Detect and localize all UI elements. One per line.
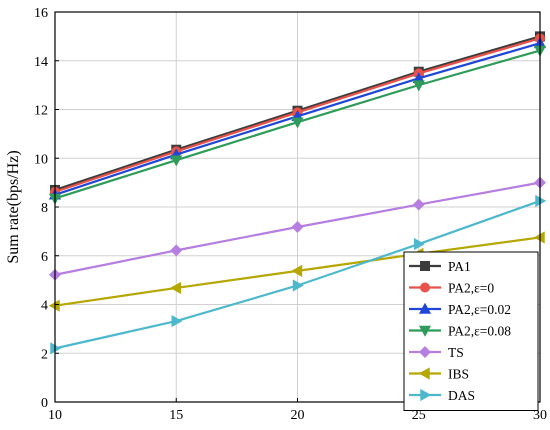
y-tick-label: 14 xyxy=(34,55,48,70)
data-point xyxy=(170,244,183,257)
y-tick-label: 6 xyxy=(41,250,48,265)
legend-marker xyxy=(419,346,431,358)
y-tick-label: 4 xyxy=(41,299,48,314)
legend-label: PA1 xyxy=(448,259,471,274)
x-tick-label: 10 xyxy=(48,408,62,423)
data-point xyxy=(291,264,303,277)
y-tick-label: 8 xyxy=(41,201,48,216)
data-point xyxy=(171,314,183,328)
data-point xyxy=(412,80,425,92)
legend-marker xyxy=(419,282,430,293)
legend-marker xyxy=(418,302,432,314)
legend-marker xyxy=(418,367,430,380)
legend-item: IBS xyxy=(409,367,469,382)
legend: PA1 PA2,ε=0 PA2,ε=0.02 PA2,ε=0.08 TS IBS DAS xyxy=(403,251,539,411)
x-tick-label: 30 xyxy=(533,408,547,423)
legend-item: PA2,ε=0 xyxy=(409,281,494,296)
legend-item: TS xyxy=(409,345,464,360)
legend-marker xyxy=(419,260,430,271)
y-tick-label: 10 xyxy=(34,152,48,167)
x-tick-label: 15 xyxy=(169,408,183,423)
legend-item: PA2,ε=0.08 xyxy=(409,324,511,339)
legend-marker xyxy=(420,388,432,402)
series-6 xyxy=(50,194,547,355)
legend-label: PA2,ε=0 xyxy=(448,281,494,296)
x-tick-label: 25 xyxy=(412,408,426,423)
data-point xyxy=(414,237,425,251)
y-tick-label: 0 xyxy=(41,396,48,411)
legend-label: TS xyxy=(448,345,464,360)
legend-marker xyxy=(418,325,432,337)
legend-item: PA2,ε=0.02 xyxy=(409,302,511,317)
data-point xyxy=(170,281,181,295)
legend-label: PA2,ε=0.02 xyxy=(448,302,511,317)
data-point xyxy=(170,155,183,167)
ticks: 10 15 20 25 30 0 2 4 6 8 10 12 14 16 xyxy=(34,6,547,423)
y-axis-title: Sum rate(bps/Hz) xyxy=(5,150,22,263)
data-point xyxy=(291,117,304,129)
series-4 xyxy=(49,176,546,281)
legend-label: DAS xyxy=(448,388,475,403)
data-point xyxy=(292,279,304,292)
y-tick-label: 16 xyxy=(34,6,48,21)
data-point xyxy=(412,198,425,211)
y-tick-label: 12 xyxy=(34,104,48,119)
y-tick-label: 2 xyxy=(41,347,48,362)
legend-label: IBS xyxy=(448,367,469,382)
legend-item: PA1 xyxy=(409,259,471,274)
x-tick-label: 20 xyxy=(291,408,305,423)
legend-item: DAS xyxy=(409,388,475,403)
legend-label: PA2,ε=0.08 xyxy=(448,324,511,339)
data-point xyxy=(291,221,304,233)
